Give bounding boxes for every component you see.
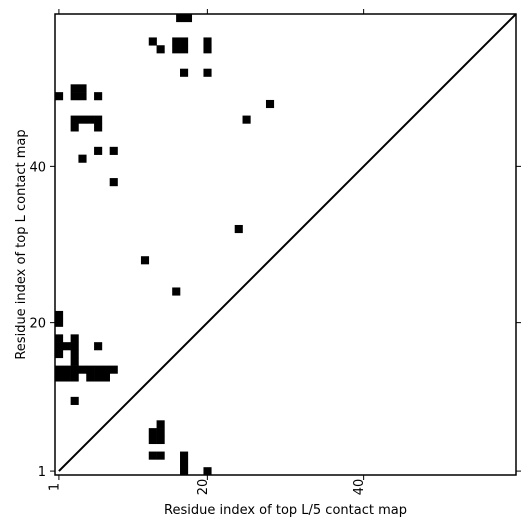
plot-frame bbox=[54, 13, 517, 476]
contact-cell bbox=[183, 14, 193, 23]
contact-cell bbox=[55, 334, 64, 343]
y-tick-label: 1 bbox=[38, 465, 46, 480]
x-axis-label: Residue index of top L/5 contact map bbox=[164, 503, 407, 518]
contact-cell bbox=[78, 92, 87, 101]
contact-cell bbox=[86, 365, 95, 374]
contact-cell bbox=[62, 373, 71, 382]
contact-cell bbox=[180, 459, 189, 468]
contact-cell bbox=[180, 45, 189, 54]
contact-cell bbox=[94, 342, 103, 351]
diagonal-line bbox=[58, 13, 517, 472]
contact-cell bbox=[109, 365, 118, 374]
x-tick-label: 20 bbox=[196, 479, 211, 496]
contact-cell bbox=[101, 373, 110, 382]
contact-cell bbox=[148, 428, 157, 437]
contact-cell bbox=[70, 123, 79, 132]
contact-cell bbox=[156, 451, 165, 460]
contact-cell bbox=[78, 365, 87, 374]
contact-cell bbox=[148, 37, 157, 46]
contact-cell bbox=[86, 115, 95, 124]
contact-cells bbox=[55, 14, 275, 476]
contact-cell bbox=[180, 467, 189, 476]
contact-cell bbox=[55, 92, 64, 101]
x-tick-label: 1 bbox=[47, 483, 62, 491]
contact-cell bbox=[70, 357, 79, 366]
contact-cell bbox=[265, 99, 275, 109]
contact-cell bbox=[94, 365, 103, 374]
contact-cell bbox=[55, 349, 64, 359]
contact-cell bbox=[94, 373, 103, 382]
contact-cell bbox=[94, 92, 103, 101]
contact-cell bbox=[78, 154, 87, 163]
contact-cell bbox=[94, 115, 103, 124]
contact-cell bbox=[70, 373, 79, 382]
contact-cell bbox=[78, 115, 87, 124]
contact-cell bbox=[70, 342, 79, 351]
axis-ticks: 1 20 40 1 20 40 bbox=[29, 9, 521, 495]
contact-cell bbox=[203, 68, 212, 77]
contact-cell bbox=[55, 310, 64, 320]
contact-cell bbox=[180, 68, 189, 77]
contact-cell bbox=[203, 45, 212, 54]
contact-cell bbox=[55, 365, 64, 374]
contact-cell bbox=[109, 178, 118, 187]
contact-cell bbox=[70, 84, 79, 93]
contact-cell bbox=[156, 420, 165, 429]
contact-cell bbox=[203, 467, 212, 476]
contact-cell bbox=[180, 37, 189, 46]
contact-cell bbox=[78, 84, 87, 93]
contact-cell bbox=[156, 428, 165, 437]
contact-cell bbox=[55, 318, 64, 327]
contact-cell bbox=[62, 365, 71, 374]
contact-cell bbox=[203, 37, 212, 46]
contact-cell bbox=[234, 224, 243, 234]
contact-cell bbox=[172, 45, 181, 54]
contact-cell bbox=[172, 287, 181, 296]
contact-cell bbox=[180, 451, 189, 460]
contact-cell bbox=[86, 373, 95, 382]
contact-cell bbox=[242, 115, 251, 124]
contact-cell bbox=[62, 342, 71, 351]
contact-cell bbox=[55, 342, 64, 351]
contact-cell bbox=[94, 146, 103, 155]
contact-cell bbox=[140, 256, 150, 265]
y-tick-label: 40 bbox=[29, 160, 46, 175]
contact-cell bbox=[70, 92, 79, 101]
contact-cell bbox=[70, 349, 79, 359]
contact-cell bbox=[101, 365, 110, 374]
y-tick-label: 20 bbox=[29, 317, 46, 332]
contact-cell bbox=[148, 451, 157, 460]
contact-cell bbox=[109, 146, 118, 155]
contact-cell bbox=[176, 14, 185, 23]
contact-cell bbox=[172, 37, 181, 46]
contact-cell bbox=[70, 365, 79, 374]
contact-cell bbox=[156, 435, 165, 445]
contact-cell bbox=[70, 396, 79, 405]
x-tick-label: 40 bbox=[352, 479, 367, 496]
contact-cell bbox=[70, 115, 79, 124]
contact-cell bbox=[70, 334, 79, 343]
y-axis-label: Residue index of top L contact map bbox=[14, 129, 29, 359]
contact-cell bbox=[148, 435, 157, 445]
contact-cell bbox=[156, 45, 165, 54]
contact-cell bbox=[94, 123, 103, 132]
contact-cell bbox=[55, 373, 64, 382]
